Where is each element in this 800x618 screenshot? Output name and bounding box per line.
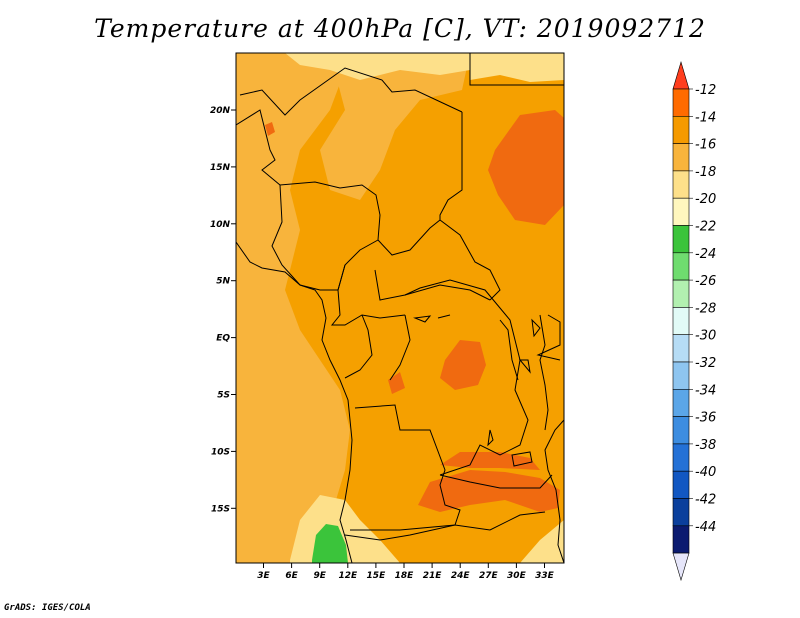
field-green-pool	[312, 524, 348, 563]
colorbar-bottom-arrow	[672, 552, 690, 582]
colorbar-top-arrow	[672, 60, 690, 90]
colorbar-label: -28	[695, 301, 716, 316]
colorbar-box	[672, 279, 690, 308]
lon-tick-label: 30E	[507, 571, 527, 581]
colorbar-box	[672, 170, 690, 199]
lon-tick-label: 33E	[535, 571, 555, 581]
border-south	[344, 511, 546, 541]
colorbar-box	[672, 197, 690, 226]
colorbar-box	[672, 307, 690, 335]
colorbar-box	[672, 252, 690, 281]
lat-tick-label: 15N	[210, 163, 231, 173]
lake-outline-1	[413, 314, 541, 381]
lon-tick-label: 3E	[257, 571, 270, 581]
colorbar-label: -18	[695, 165, 716, 180]
lake-outline-2	[487, 429, 533, 467]
field-warm-ne	[488, 110, 564, 225]
field-warm-south	[418, 470, 560, 512]
coastline-east	[544, 419, 564, 563]
colorbar-label: -44	[695, 520, 716, 535]
lon-tick-label: 21E	[423, 571, 443, 581]
lon-tick-label: 24E	[451, 571, 471, 581]
colorbar-label: -34	[695, 383, 716, 398]
field-north-lighter	[320, 53, 470, 200]
field-warm-nw-dot	[265, 122, 275, 136]
colorbar-label: -40	[695, 465, 716, 480]
colorbar-box	[672, 388, 690, 417]
lon-tick-label: 6E	[285, 571, 298, 581]
field-warm-center	[440, 340, 486, 390]
colorbar-box	[672, 116, 690, 144]
field-pale-ne	[470, 53, 564, 82]
colorbar-box	[672, 470, 690, 499]
border-north-3	[469, 53, 564, 86]
lat-tick-label: 10S	[211, 447, 230, 457]
lat-tick-label: 15S	[211, 504, 230, 514]
colorbar-box	[672, 143, 690, 172]
lon-tick-label: 15E	[367, 571, 387, 581]
colorbar: -12 -14 -16 -18 -20 -22 -24 -26 -28 -30 -32 -34 -36 -…	[672, 60, 716, 582]
lat-tick-label: 5S	[217, 391, 230, 401]
field-pale-se	[520, 520, 564, 563]
border-congo	[344, 314, 411, 381]
colorbar-label: -38	[695, 438, 716, 453]
lat-tick-label: 5N	[216, 277, 230, 287]
border-zambia	[439, 474, 553, 489]
longitude-axis: 3E 6E 9E 12E 15E 18E 21E 24E 27E 30E 33E	[257, 563, 555, 581]
lon-tick-label: 12E	[338, 571, 358, 581]
colorbar-label: -22	[695, 220, 716, 235]
border-drc	[404, 279, 529, 476]
border-angola	[350, 404, 461, 531]
colorbar-label: -16	[695, 138, 716, 153]
credit-text: GrADS: IGES/COLA	[4, 603, 91, 613]
country-borders	[236, 53, 564, 563]
colorbar-label: -24	[695, 247, 716, 262]
colorbar-box	[672, 88, 690, 117]
border-cameroon	[330, 264, 406, 326]
field-pale-north	[285, 53, 470, 80]
colorbar-label: -26	[695, 274, 716, 289]
lat-tick-label: EQ	[216, 334, 230, 344]
colorbar-box	[672, 361, 690, 390]
lon-tick-label: 9E	[313, 571, 326, 581]
colorbar-label: -36	[695, 411, 716, 426]
temperature-field	[236, 53, 564, 563]
colorbar-label: -30	[695, 329, 716, 344]
coastline-west	[236, 241, 353, 563]
border-car-south	[374, 269, 491, 301]
colorbar-box	[672, 525, 690, 554]
colorbar-label: -20	[695, 192, 716, 207]
map-frame	[235, 52, 565, 564]
colorbar-box	[672, 498, 690, 527]
lon-tick-label: 18E	[395, 571, 415, 581]
chart-title: Temperature at 400hPa [C], VT: 201909271…	[94, 14, 706, 43]
border-east	[536, 314, 561, 431]
lat-tick-label: 10N	[210, 220, 231, 230]
colorbar-label: -14	[695, 110, 716, 125]
border-north-1	[239, 67, 463, 116]
border-sahel	[236, 109, 381, 241]
latitude-axis: 20N 15N 10N 5N EQ 5S 10S 15S	[210, 106, 236, 514]
border-chad-car	[377, 219, 501, 301]
lon-tick-label: 27E	[479, 571, 499, 581]
border-north-2	[439, 112, 463, 220]
field-west-lighter	[236, 53, 350, 563]
colorbar-label: -12	[695, 83, 716, 98]
colorbar-label: -42	[695, 493, 716, 508]
lat-tick-label: 20N	[210, 106, 231, 116]
colorbar-box	[672, 416, 690, 445]
colorbar-box	[672, 443, 690, 472]
colorbar-box	[672, 334, 690, 363]
colorbar-label: -32	[695, 356, 716, 371]
colorbar-box	[672, 225, 690, 254]
